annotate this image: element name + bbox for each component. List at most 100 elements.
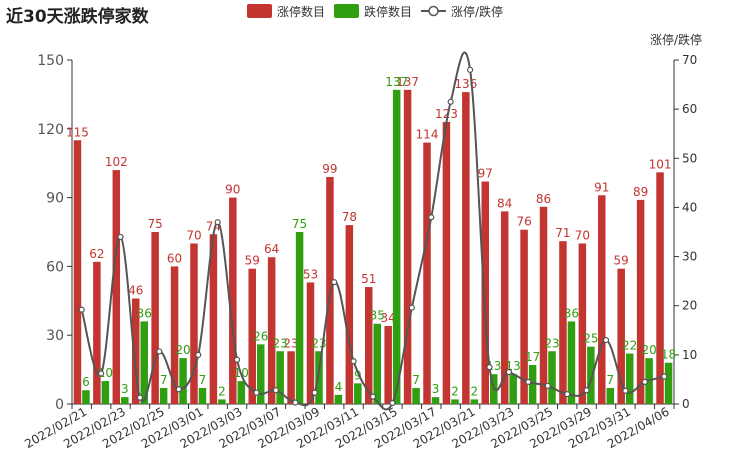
ratio-point <box>622 387 629 394</box>
bar-limit-up <box>131 298 140 404</box>
bar-limit-down-label: 9 <box>354 368 362 382</box>
legend-item-2: 涨停/跌停 <box>421 4 503 19</box>
bar-limit-down-label: 7 <box>160 373 168 387</box>
bar-limit-down <box>567 321 576 404</box>
bar-limit-down <box>664 362 673 404</box>
bar-limit-down-label: 23 <box>273 336 288 350</box>
ratio-point <box>214 219 221 226</box>
bar-limit-down-label: 75 <box>292 217 307 231</box>
bar-limit-up <box>539 206 548 404</box>
legend-swatch <box>334 4 359 18</box>
bar-limit-down <box>625 353 634 404</box>
legend-item-1: 跌停数目 <box>334 4 412 19</box>
bar-limit-down-label: 137 <box>385 75 408 89</box>
bar-limit-down-label: 2 <box>471 384 479 398</box>
bar-limit-down <box>179 358 187 404</box>
ratio-point <box>583 387 590 394</box>
y-left-tick-label: 90 <box>46 191 64 207</box>
bar-limit-down-label: 7 <box>412 373 420 387</box>
bar-limit-up <box>345 225 354 404</box>
y-right-tick-label: 60 <box>682 102 697 116</box>
bar-limit-down <box>256 344 265 404</box>
y-right-tick-label: 10 <box>682 348 697 362</box>
bar-limit-down-label: 7 <box>606 373 614 387</box>
ratio-point <box>369 393 377 400</box>
bar-limit-up <box>384 326 392 404</box>
bar-limit-down <box>101 381 110 404</box>
legend-label: 跌停数目 <box>364 4 412 19</box>
bar-limit-up <box>617 268 625 404</box>
bar-limit-down <box>198 387 207 404</box>
ratio-point <box>641 378 648 385</box>
bar-limit-up-label: 102 <box>105 155 128 169</box>
bar-limit-down-label: 2 <box>218 384 226 398</box>
ratio-point <box>272 387 280 394</box>
bar-limit-up-label: 78 <box>342 210 357 224</box>
bar-limit-up-label: 51 <box>361 272 376 286</box>
y-left-tick-label: 30 <box>46 328 64 344</box>
ratio-point <box>233 356 241 363</box>
bar-limit-up-label: 59 <box>245 254 260 268</box>
y-left-tick-label: 150 <box>37 53 64 69</box>
bar-limit-down-label: 25 <box>583 332 598 346</box>
bar-limit-up-label: 60 <box>167 251 182 265</box>
ratio-point <box>428 214 435 221</box>
bar-limit-down-label: 36 <box>137 306 152 320</box>
bar-limit-up-label: 86 <box>536 192 551 206</box>
bar-limit-up <box>462 92 470 405</box>
bar-limit-up-label: 70 <box>186 228 201 242</box>
bar-limit-up <box>656 172 664 404</box>
ratio-point <box>78 306 85 313</box>
bar-limit-down <box>412 387 420 404</box>
y-right-tick-label: 70 <box>682 53 697 67</box>
y-right-tick-label: 40 <box>682 200 697 214</box>
bar-limit-down-label: 35 <box>370 309 385 323</box>
bar-limit-down-label: 36 <box>564 306 579 320</box>
bar-limit-down <box>276 351 284 404</box>
bar-limit-down <box>159 387 168 404</box>
legend-swatch <box>247 4 272 18</box>
bar-limit-up-label: 123 <box>435 107 458 121</box>
ratio-point <box>311 389 318 396</box>
bar-limit-down <box>82 390 90 404</box>
y-right-tick-label: 0 <box>682 397 690 411</box>
ratio-point <box>117 233 124 241</box>
bar-limit-up-label: 115 <box>66 125 89 139</box>
y-left-tick-label: 0 <box>55 397 64 413</box>
bar-limit-down-label: 3 <box>432 382 440 396</box>
bar-limit-down-label: 7 <box>199 373 207 387</box>
y-right-axis-label: 涨停/跌停 <box>650 32 702 47</box>
bar-limit-up-label: 89 <box>633 185 648 199</box>
bar-limit-up-label: 34 <box>381 311 396 325</box>
ratio-point <box>175 386 182 393</box>
bar-limit-up <box>229 197 237 404</box>
bar-limit-up-label: 91 <box>594 180 609 194</box>
bar-limit-up <box>287 351 295 404</box>
ratio-point <box>602 337 610 344</box>
bar-limit-up-label: 76 <box>516 215 531 229</box>
bar-limit-down <box>548 351 556 404</box>
bar-limit-up <box>598 195 606 404</box>
ratio-point <box>661 373 668 380</box>
bar-limit-down <box>334 394 343 404</box>
bar-limit-down-label: 3 <box>121 382 129 396</box>
bar-limit-up-label: 64 <box>264 242 279 256</box>
bar-limit-up <box>442 121 451 405</box>
bar-limit-down <box>451 399 459 404</box>
ratio-point <box>525 378 532 385</box>
ratio-point <box>389 399 396 407</box>
y-right-tick-label: 50 <box>682 151 697 165</box>
ratio-point <box>156 348 163 355</box>
bar-limit-down-label: 17 <box>525 350 540 364</box>
bar-limit-down-label: 23 <box>544 336 559 350</box>
bar-limit-up <box>423 142 431 404</box>
bar-limit-down <box>528 365 537 404</box>
legend-item-0: 涨停数目 <box>247 4 325 19</box>
bar-limit-down-label: 4 <box>335 380 343 394</box>
bar-limit-down <box>431 397 440 404</box>
bar-limit-up <box>248 268 256 404</box>
bar-limit-up <box>267 257 276 404</box>
y-right-tick-label: 20 <box>682 299 697 313</box>
